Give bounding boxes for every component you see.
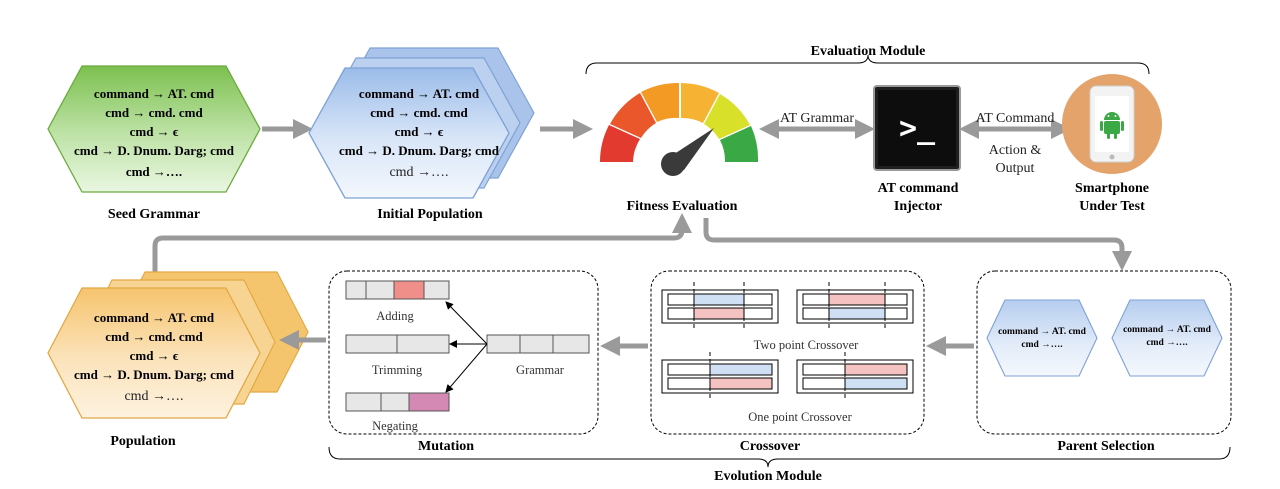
parent-selection-label: Parent Selection <box>1057 439 1155 454</box>
at-command-label: AT Command <box>976 111 1055 126</box>
parent-node-1: command → AT. cmd cmd →…. <box>986 299 1098 377</box>
smartphone-label-line1: Smartphone <box>1075 181 1149 196</box>
evolution-module-brace <box>328 446 1231 468</box>
smartphone-icon <box>1062 74 1162 174</box>
two-point-crossover-left <box>661 282 779 331</box>
parent-node-2: command → AT. cmd cmd →…. <box>1111 299 1223 377</box>
initial-population-line2: cmd → cmd. cmd <box>370 105 468 120</box>
mutation-grammar-chromosome <box>486 334 590 354</box>
terminal-prompt: >_ <box>899 111 936 146</box>
seed-grammar-line3: cmd → ϵ <box>130 124 179 139</box>
parent-node-2-line1: command → AT. cmd <box>1123 325 1212 335</box>
population-line2: cmd → cmd. cmd <box>105 329 203 344</box>
two-point-crossover-label: Two point Crossover <box>754 338 860 352</box>
mutation-negating-label: Negating <box>372 419 419 433</box>
seed-grammar-line4: cmd → D. Dnum. Darg; cmd <box>74 143 235 158</box>
seed-grammar-line2: cmd → cmd. cmd <box>105 105 203 120</box>
seed-grammar-line1: command → AT. cmd <box>94 86 215 101</box>
arrow-grammar-to-adding <box>445 301 488 345</box>
crossover-label: Crossover <box>740 439 800 454</box>
mutation-label: Mutation <box>418 439 474 454</box>
seed-grammar-label: Seed Grammar <box>108 207 200 222</box>
seed-grammar-line5: cmd →…. <box>126 164 182 179</box>
population-label: Population <box>110 434 176 449</box>
population-node: command → AT. cmd cmd → cmd. cmd cmd → ϵ… <box>47 271 309 419</box>
parent-node-1-line1: command → AT. cmd <box>998 327 1087 337</box>
evaluation-module-brace <box>585 54 1150 75</box>
mutation-adding-label: Adding <box>376 309 414 323</box>
arrow-grammar-to-negating <box>445 343 488 393</box>
smartphone-label-line2: Under Test <box>1079 199 1145 214</box>
arrow-fitness-to-selection <box>703 218 1132 271</box>
terminal-icon: >_ <box>873 85 961 171</box>
mutation-adding-chromosome <box>345 280 450 300</box>
injector-label-line2: Injector <box>894 199 942 214</box>
initial-population-line5: cmd →…. <box>389 165 448 180</box>
initial-population-line4: cmd → D. Dnum. Darg; cmd <box>339 143 500 158</box>
fitness-gauge-icon <box>599 82 759 176</box>
one-point-crossover-right <box>796 352 914 401</box>
two-point-crossover-right <box>796 282 914 331</box>
parent-node-1-line2: cmd →…. <box>1021 340 1062 350</box>
one-point-crossover-left <box>661 352 779 401</box>
seed-grammar-node: command → AT. cmd cmd → cmd. cmd cmd → ϵ… <box>47 65 261 193</box>
mutation-grammar-label: Grammar <box>516 363 565 377</box>
android-icon <box>1100 112 1124 139</box>
evaluation-module-label: Evaluation Module <box>811 44 926 59</box>
initial-population-label: Initial Population <box>377 207 483 222</box>
mutation-trimming-chromosome <box>345 334 450 354</box>
initial-population-line1: command → AT. cmd <box>359 86 480 101</box>
evolution-module-label: Evolution Module <box>714 469 822 484</box>
action-output-line2: Output <box>996 161 1035 176</box>
parent-node-2-line2: cmd →…. <box>1146 338 1187 348</box>
at-grammar-label: AT Grammar <box>780 111 854 126</box>
fitness-evaluation-label: Fitness Evaluation <box>627 199 738 214</box>
initial-population-node: command → AT. cmd cmd → cmd. cmd cmd → ϵ… <box>308 47 535 199</box>
one-point-crossover-label: One point Crossover <box>748 410 852 424</box>
action-output-line1: Action & <box>989 143 1042 158</box>
mutation-trimming-label: Trimming <box>372 363 423 377</box>
initial-population-line3: cmd → ϵ <box>395 124 444 139</box>
population-line3: cmd → ϵ <box>130 348 179 363</box>
injector-label-line1: AT command <box>878 181 959 196</box>
population-line5: cmd →…. <box>124 389 183 404</box>
population-line4: cmd → D. Dnum. Darg; cmd <box>74 367 235 382</box>
population-line1: command → AT. cmd <box>94 310 215 325</box>
arrow-population-to-fitness <box>152 213 692 272</box>
mutation-negating-chromosome <box>345 392 450 412</box>
